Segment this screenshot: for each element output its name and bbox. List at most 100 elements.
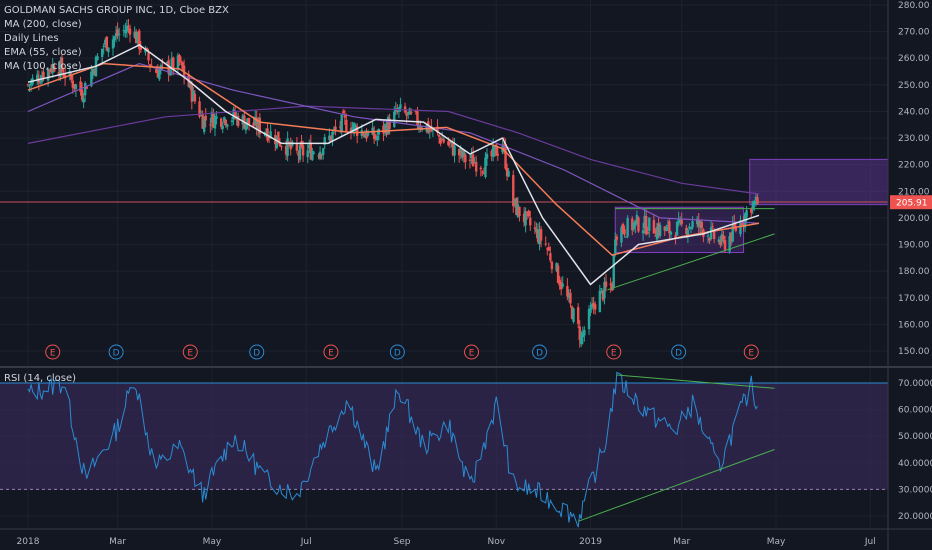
event-marker[interactable] bbox=[108, 344, 124, 360]
candle-body[interactable] bbox=[593, 304, 597, 310]
candle-body[interactable] bbox=[382, 125, 385, 134]
candle-body[interactable] bbox=[176, 55, 180, 69]
candle-body[interactable] bbox=[156, 70, 160, 78]
candle-body[interactable] bbox=[116, 29, 119, 36]
candle-body[interactable] bbox=[601, 290, 605, 300]
candle-body[interactable] bbox=[406, 112, 410, 114]
candle-body[interactable] bbox=[70, 74, 73, 80]
candle-body[interactable] bbox=[128, 28, 132, 35]
candle-body[interactable] bbox=[720, 234, 724, 242]
candle-body[interactable] bbox=[623, 229, 626, 235]
candle-body[interactable] bbox=[284, 146, 288, 155]
candle-body[interactable] bbox=[181, 62, 184, 69]
candle-body[interactable] bbox=[365, 131, 368, 139]
candle-body[interactable] bbox=[49, 67, 53, 72]
candle-body[interactable] bbox=[136, 31, 139, 44]
candle-body[interactable] bbox=[719, 240, 722, 246]
candle-body[interactable] bbox=[515, 198, 518, 215]
candle-body[interactable] bbox=[266, 128, 269, 141]
candle-body[interactable] bbox=[451, 143, 455, 156]
candle-body[interactable] bbox=[26, 84, 30, 86]
candle-body[interactable] bbox=[269, 131, 272, 139]
candle-body[interactable] bbox=[750, 208, 753, 213]
ma100-line[interactable] bbox=[27, 63, 760, 224]
candle-body[interactable] bbox=[144, 48, 147, 53]
rsi-pane[interactable] bbox=[0, 371, 888, 528]
support-trendline[interactable] bbox=[607, 233, 775, 291]
candle-body[interactable] bbox=[147, 52, 150, 61]
candle-body[interactable] bbox=[39, 82, 42, 84]
candle-body[interactable] bbox=[504, 144, 507, 169]
candle-body[interactable] bbox=[100, 48, 104, 57]
candle-body[interactable] bbox=[643, 215, 646, 229]
candle-body[interactable] bbox=[669, 231, 673, 235]
candle-body[interactable] bbox=[728, 236, 731, 252]
candle-body[interactable] bbox=[745, 210, 748, 218]
rsi-upper-trendline[interactable] bbox=[616, 374, 775, 389]
legend-daily-lines[interactable]: Daily Lines bbox=[4, 33, 59, 44]
candle-body[interactable] bbox=[695, 218, 699, 225]
candle-body[interactable] bbox=[236, 115, 240, 127]
candle-body[interactable] bbox=[533, 227, 537, 229]
candle-body[interactable] bbox=[522, 213, 526, 223]
candle-body[interactable] bbox=[199, 114, 203, 116]
candle-body[interactable] bbox=[244, 123, 248, 131]
candle-body[interactable] bbox=[226, 124, 229, 127]
candle-body[interactable] bbox=[566, 285, 569, 297]
candle-body[interactable] bbox=[351, 127, 354, 133]
candle-body[interactable] bbox=[491, 145, 495, 157]
candle-body[interactable] bbox=[114, 33, 118, 37]
candle-body[interactable] bbox=[490, 151, 493, 157]
candle-body[interactable] bbox=[125, 25, 129, 32]
candle-body[interactable] bbox=[355, 126, 359, 137]
candle-body[interactable] bbox=[328, 135, 331, 140]
candle-body[interactable] bbox=[376, 136, 379, 141]
candle-body[interactable] bbox=[448, 141, 452, 144]
candle-body[interactable] bbox=[255, 117, 258, 130]
candle-body[interactable] bbox=[558, 280, 561, 286]
candle-body[interactable] bbox=[204, 115, 207, 121]
candle-body[interactable] bbox=[685, 227, 688, 234]
candle-body[interactable] bbox=[518, 206, 521, 217]
candle-body[interactable] bbox=[447, 141, 450, 146]
candle-body[interactable] bbox=[386, 117, 390, 134]
candle-body[interactable] bbox=[711, 226, 714, 228]
candle-body[interactable] bbox=[436, 126, 439, 133]
candle-body[interactable] bbox=[603, 282, 606, 299]
candle-body[interactable] bbox=[675, 221, 679, 236]
legend-ma100[interactable]: MA (100, close) bbox=[4, 61, 82, 72]
candle-body[interactable] bbox=[311, 151, 314, 160]
candle-body[interactable] bbox=[546, 248, 549, 250]
candle-body[interactable] bbox=[258, 117, 262, 134]
candle-body[interactable] bbox=[731, 223, 734, 242]
candle-body[interactable] bbox=[133, 31, 136, 38]
candle-body[interactable] bbox=[614, 239, 617, 254]
candle-body[interactable] bbox=[527, 210, 530, 217]
candle-body[interactable] bbox=[634, 220, 637, 227]
candle-body[interactable] bbox=[697, 219, 700, 227]
candle-body[interactable] bbox=[63, 74, 67, 79]
candle-body[interactable] bbox=[48, 69, 51, 72]
candle-body[interactable] bbox=[308, 144, 311, 149]
candle-body[interactable] bbox=[399, 104, 402, 109]
candle-body[interactable] bbox=[677, 219, 680, 224]
candle-body[interactable] bbox=[524, 211, 527, 226]
candle-body[interactable] bbox=[496, 153, 500, 156]
candle-body[interactable] bbox=[641, 230, 645, 234]
candle-body[interactable] bbox=[408, 108, 411, 115]
candle-body[interactable] bbox=[247, 117, 251, 125]
candle-body[interactable] bbox=[644, 215, 648, 235]
candle-body[interactable] bbox=[723, 239, 727, 250]
candle-body[interactable] bbox=[587, 309, 591, 330]
candle-body[interactable] bbox=[383, 124, 387, 130]
candle-body[interactable] bbox=[495, 144, 498, 156]
candle-body[interactable] bbox=[740, 223, 744, 226]
candle-body[interactable] bbox=[298, 144, 302, 160]
candle-body[interactable] bbox=[28, 84, 31, 86]
candle-body[interactable] bbox=[71, 80, 75, 88]
candle-body[interactable] bbox=[221, 125, 224, 129]
candle-body[interactable] bbox=[275, 135, 279, 149]
candle-body[interactable] bbox=[139, 45, 143, 50]
